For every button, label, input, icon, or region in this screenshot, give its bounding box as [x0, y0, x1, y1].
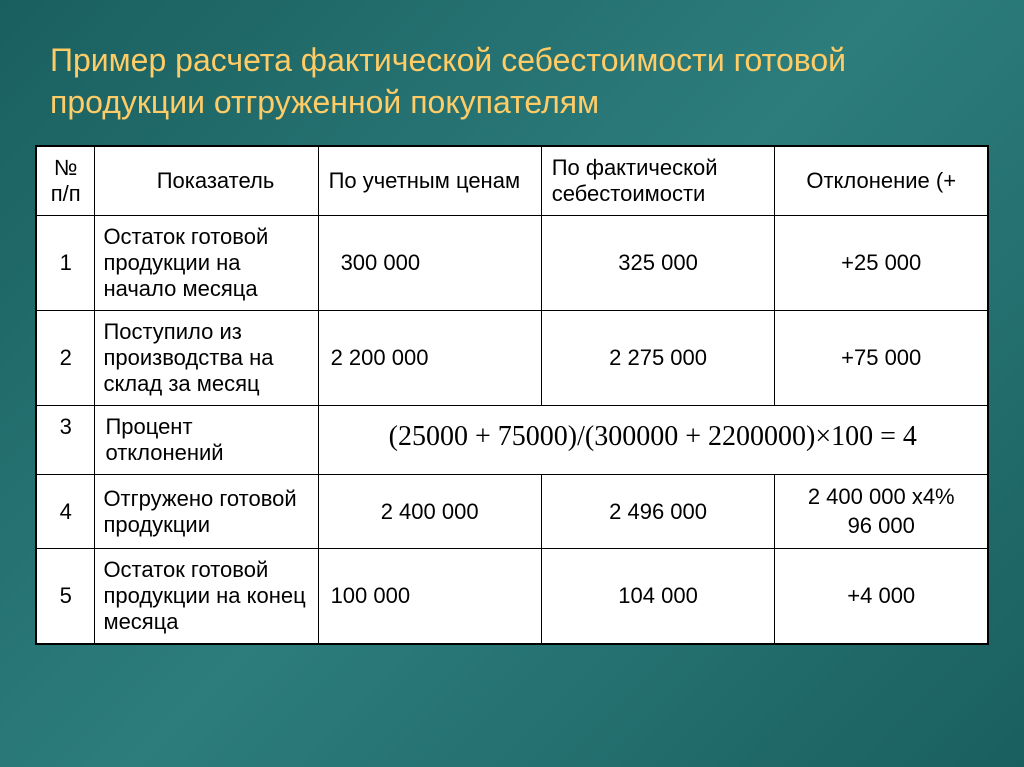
- table-row: 5 Остаток готовой продукции на конец мес…: [37, 549, 988, 644]
- header-num: № п/п: [37, 147, 95, 216]
- row4-indicator: Отгружено готовой продукции: [95, 475, 318, 549]
- row4-uchet: 2 400 000: [318, 475, 541, 549]
- row4-num: 4: [37, 475, 95, 549]
- row5-num: 5: [37, 549, 95, 644]
- table-row: 2 Поступило из производства на склад за …: [37, 311, 988, 406]
- cost-table: № п/п Показатель По учетным ценам По фак…: [36, 146, 988, 644]
- row2-indicator: Поступило из производства на склад за ме…: [95, 311, 318, 406]
- header-uchet: По учетным ценам: [318, 147, 541, 216]
- row5-indicator: Остаток готовой продукции на конец месяц…: [95, 549, 318, 644]
- row5-fact: 104 000: [541, 549, 775, 644]
- table-row: 4 Отгружено готовой продукции 2 400 000 …: [37, 475, 988, 549]
- table-row: 1 Остаток готовой продукции на начало ме…: [37, 216, 988, 311]
- row2-uchet: 2 200 000: [318, 311, 541, 406]
- row3-formula: (25000 + 75000)/(300000 + 2200000)×100 =…: [318, 406, 987, 475]
- row1-fact: 325 000: [541, 216, 775, 311]
- row5-uchet: 100 000: [318, 549, 541, 644]
- row4-dev: 2 400 000 х4% 96 000: [775, 475, 988, 549]
- row1-dev: +25 000: [775, 216, 988, 311]
- header-deviation: Отклонение (+: [775, 147, 988, 216]
- row5-dev: +4 000: [775, 549, 988, 644]
- header-indicator: Показатель: [95, 147, 318, 216]
- row3-indicator: Процент отклонений: [95, 406, 318, 475]
- slide-title: Пример расчета фактической себестоимости…: [35, 40, 989, 123]
- row4-dev-line2: 96 000: [848, 513, 915, 538]
- row2-num: 2: [37, 311, 95, 406]
- table-row-formula: 3 Процент отклонений (25000 + 75000)/(30…: [37, 406, 988, 475]
- table-container: № п/п Показатель По учетным ценам По фак…: [35, 145, 989, 645]
- table-header-row: № п/п Показатель По учетным ценам По фак…: [37, 147, 988, 216]
- row1-indicator: Остаток готовой продукции на начало меся…: [95, 216, 318, 311]
- row4-dev-line1: 2 400 000 х4%: [808, 484, 955, 509]
- row3-num: 3: [37, 406, 95, 475]
- row1-uchet: 300 000: [318, 216, 541, 311]
- row1-num: 1: [37, 216, 95, 311]
- row2-dev: +75 000: [775, 311, 988, 406]
- slide: Пример расчета фактической себестоимости…: [0, 0, 1024, 767]
- row2-fact: 2 275 000: [541, 311, 775, 406]
- row4-fact: 2 496 000: [541, 475, 775, 549]
- header-fact: По фактической себестоимости: [541, 147, 775, 216]
